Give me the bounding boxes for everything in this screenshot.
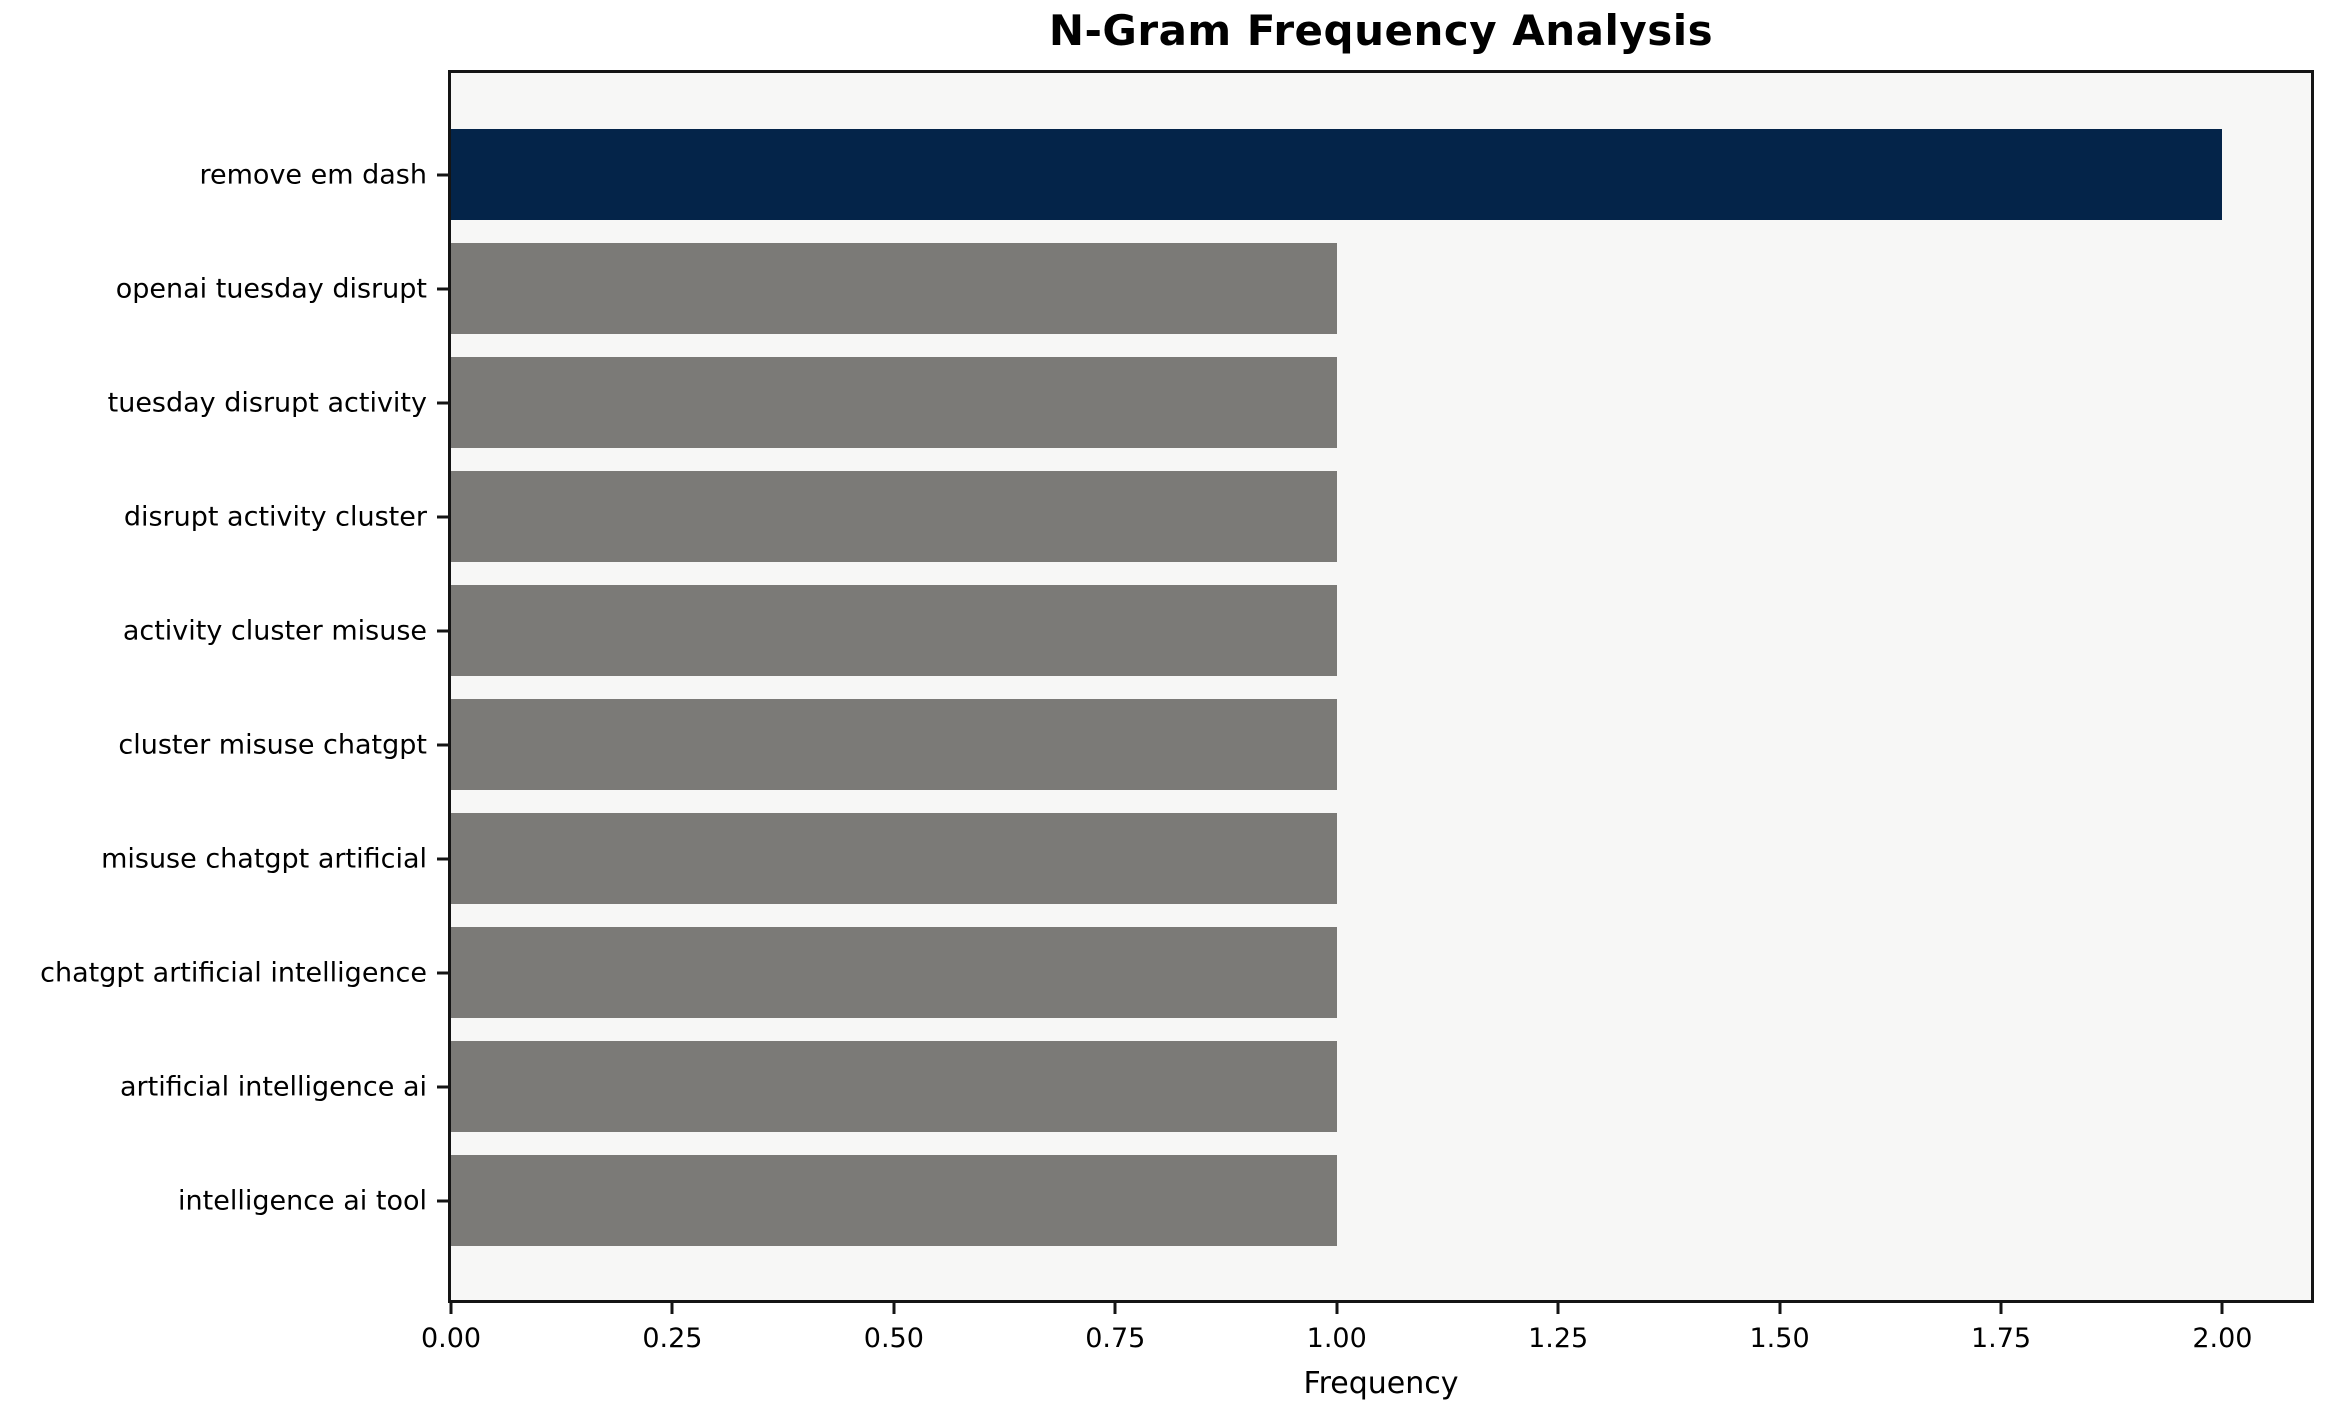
bar-row: artificial intelligence ai (120, 1041, 2311, 1132)
bar-row: disrupt activity cluster (124, 471, 2311, 562)
category-label: openai tuesday disrupt (115, 273, 427, 304)
y-tick-mark (437, 173, 448, 176)
bar (451, 1041, 1337, 1132)
category-label: activity cluster misuse (122, 615, 427, 646)
bar (451, 1155, 1337, 1246)
bar (451, 129, 2223, 220)
bar-row: activity cluster misuse (123, 585, 2311, 676)
y-tick-mark (437, 743, 448, 746)
category-label: intelligence ai tool (178, 1185, 427, 1216)
category-label: tuesday disrupt activity (107, 387, 427, 418)
x-tick-label: 0.75 (1085, 1323, 1146, 1354)
bar (451, 243, 1337, 334)
x-tick-mark (1556, 1303, 1560, 1314)
x-tick-label: 0.00 (420, 1323, 482, 1354)
x-axis-label: Frequency (1303, 1366, 1459, 1401)
bar-row: remove em dash (200, 129, 2311, 220)
x-tick-mark (1999, 1303, 2003, 1314)
bar (451, 699, 1337, 790)
bar (451, 813, 1337, 904)
y-tick-mark (437, 971, 448, 974)
bar-row: tuesday disrupt activity (108, 357, 2311, 448)
category-label: remove em dash (199, 159, 427, 190)
bars: remove em dash openai tuesday disrupt tues… (40, 73, 2311, 1300)
y-tick-mark (437, 629, 448, 632)
x-tick-mark (892, 1303, 896, 1314)
category-label: chatgpt artificial intelligence (40, 957, 427, 988)
y-tick-mark (437, 1085, 448, 1088)
y-tick-mark (437, 515, 448, 518)
bar (451, 585, 1337, 676)
x-tick-label: 1.75 (1970, 1323, 2032, 1354)
plot-area: remove em dash openai tuesday disrupt tues… (40, 70, 2314, 1303)
category-label: cluster misuse chatgpt (118, 729, 427, 760)
x-tick-mark (1778, 1303, 1782, 1314)
y-tick-mark (437, 1199, 448, 1202)
bar (451, 357, 1337, 448)
bar (451, 927, 1337, 1018)
y-tick-mark (437, 857, 448, 860)
x-tick-label: 1.00 (1306, 1323, 1367, 1354)
x-tick-label: 1.50 (1749, 1323, 1810, 1354)
bar-row: misuse chatgpt artificial (101, 813, 2311, 904)
y-tick-mark (437, 287, 448, 290)
bar-row: intelligence ai tool (178, 1155, 2311, 1246)
chart-title: N-Gram Frequency Analysis (1048, 6, 1714, 55)
x-tick-label: 0.25 (642, 1323, 703, 1354)
x-tick-mark (449, 1303, 453, 1314)
category-label: misuse chatgpt artificial (101, 843, 427, 874)
bar-row: cluster misuse chatgpt (118, 699, 2311, 790)
y-tick-mark (437, 401, 448, 404)
category-label: disrupt activity cluster (123, 501, 427, 532)
category-label: artificial intelligence ai (120, 1071, 427, 1102)
x-tick-mark (1335, 1303, 1339, 1314)
bar (451, 471, 1337, 562)
x-tick-mark (670, 1303, 674, 1314)
x-tick-label: 1.25 (1528, 1323, 1589, 1354)
x-tick-mark (2220, 1303, 2224, 1314)
bar-row: openai tuesday disrupt (116, 243, 2311, 334)
x-tick-mark (1113, 1303, 1117, 1314)
x-tick-label: 0.50 (863, 1323, 924, 1354)
x-tick-label: 2.00 (2192, 1323, 2253, 1354)
bar-row: chatgpt artificial intelligence (40, 927, 2311, 1018)
